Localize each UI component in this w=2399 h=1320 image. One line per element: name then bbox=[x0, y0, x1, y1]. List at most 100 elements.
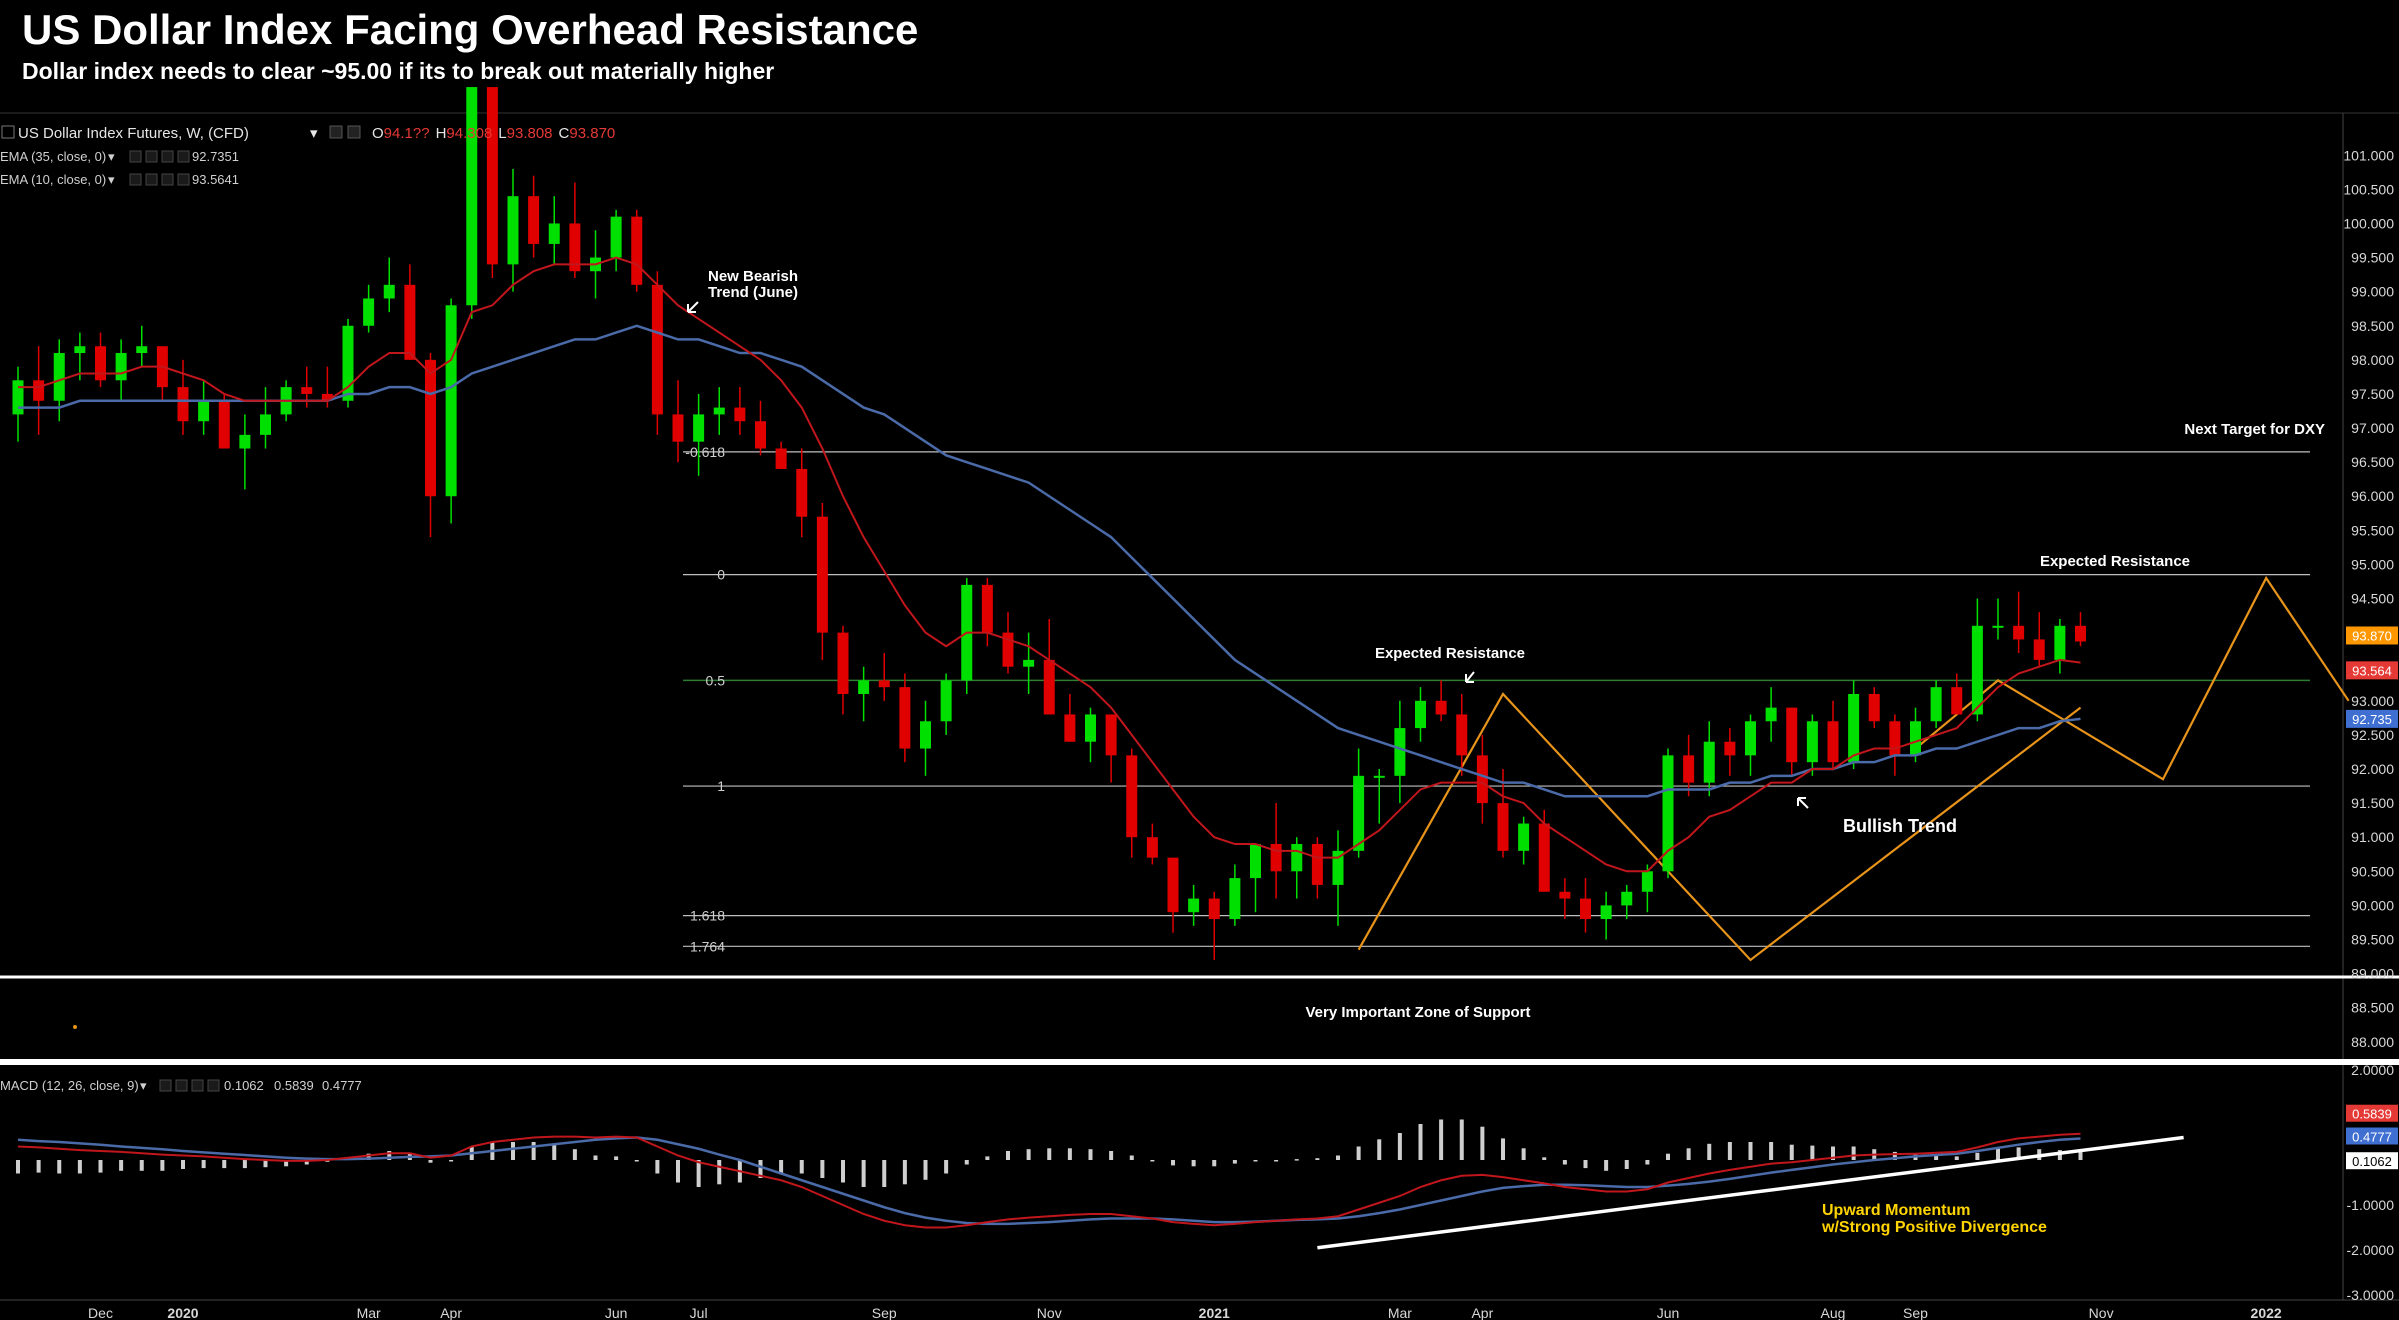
candle-body bbox=[1415, 700, 1426, 729]
candle-body bbox=[1868, 693, 1880, 722]
more-icon[interactable] bbox=[207, 1079, 220, 1092]
close-icon[interactable] bbox=[191, 1079, 204, 1092]
y-tick-label: 90.000 bbox=[2351, 897, 2394, 913]
candle-body bbox=[610, 216, 622, 258]
dropdown-caret-icon[interactable]: ▾ bbox=[108, 172, 115, 187]
open-value: 94.1?? bbox=[384, 125, 430, 142]
macd-histogram-bar bbox=[1109, 1151, 1114, 1160]
macd-tag-text: 0.5839 bbox=[2352, 1107, 2392, 1122]
close-icon[interactable] bbox=[161, 173, 174, 186]
ema10-price-tag bbox=[2346, 661, 2398, 680]
eye-icon[interactable] bbox=[159, 1079, 172, 1092]
dropdown-caret-icon[interactable]: ▾ bbox=[108, 149, 115, 164]
x-tick-label: Nov bbox=[1037, 1305, 1062, 1320]
more-icon[interactable] bbox=[177, 173, 190, 186]
macd-histogram-bar bbox=[2057, 1150, 2062, 1160]
y-tick-label: 95.000 bbox=[2351, 556, 2394, 572]
candle-body bbox=[1889, 721, 1901, 756]
eye-icon[interactable] bbox=[329, 125, 343, 139]
zigzag-path bbox=[1357, 692, 2082, 962]
candle-body bbox=[1848, 693, 1860, 763]
eye-icon[interactable] bbox=[129, 173, 142, 186]
settings-icon[interactable] bbox=[145, 173, 158, 186]
macd-histogram-bar bbox=[841, 1160, 845, 1183]
y-tick-label: 90.500 bbox=[2351, 863, 2394, 879]
macd-histogram-bar bbox=[1418, 1124, 1423, 1160]
macd-histogram-bar bbox=[1769, 1142, 1774, 1160]
candle-body bbox=[12, 380, 24, 415]
close-price-tag-text: 93.870 bbox=[2352, 628, 2392, 643]
macd-histogram-bar bbox=[1975, 1152, 1980, 1160]
candle-body bbox=[1456, 714, 1468, 756]
candle-body bbox=[404, 284, 416, 360]
macd-histogram-bar bbox=[799, 1160, 804, 1174]
price-tags: 93.870 93.564 92.735 0.5839 0.4777 0.106… bbox=[2346, 626, 2398, 1170]
y-tick-label: 100.000 bbox=[2343, 215, 2394, 231]
macd-histogram-bar bbox=[1789, 1144, 1794, 1160]
candle-body bbox=[301, 387, 313, 394]
candle-body bbox=[239, 434, 251, 449]
candle-body bbox=[858, 680, 870, 694]
macd-histogram-bar bbox=[572, 1149, 577, 1160]
close-icon[interactable] bbox=[161, 150, 174, 163]
macd-histogram-bar bbox=[964, 1160, 969, 1165]
ema10-legend[interactable]: EMA (10, close, 0) bbox=[0, 172, 106, 187]
open-label: O bbox=[372, 125, 384, 142]
ema35-legend[interactable]: EMA (35, close, 0) bbox=[0, 149, 106, 164]
candle-body bbox=[218, 400, 230, 449]
dropdown-caret-icon[interactable]: ▾ bbox=[140, 1078, 147, 1093]
candle-body bbox=[1992, 625, 2004, 628]
y-tick-label: 96.000 bbox=[2351, 488, 2394, 504]
x-tick-label: Apr bbox=[1471, 1305, 1493, 1320]
macd-histogram-bar bbox=[201, 1160, 206, 1169]
settings-icon[interactable] bbox=[347, 125, 361, 139]
eye-icon[interactable] bbox=[129, 150, 142, 163]
y-tick-label: 96.500 bbox=[2351, 454, 2394, 470]
signal-line bbox=[17, 1136, 2081, 1226]
y-tick-label: 97.500 bbox=[2351, 386, 2394, 402]
candle-body bbox=[734, 407, 746, 422]
x-tick-label: Apr bbox=[440, 1305, 462, 1320]
candle-body bbox=[755, 421, 766, 449]
candle-body bbox=[2013, 625, 2025, 640]
ema10-line bbox=[18, 256, 2081, 873]
macd-legend[interactable]: MACD (12, 26, close, 9) bbox=[0, 1078, 139, 1093]
x-tick-label: 2020 bbox=[167, 1305, 198, 1320]
macd-signal-value: 0.4777 bbox=[322, 1078, 362, 1093]
annotations: New Bearish Trend (June) Next Target for… bbox=[73, 268, 2325, 1236]
macd-histogram-bar bbox=[634, 1160, 639, 1162]
candle-body bbox=[1910, 721, 1921, 756]
macd-histogram-bar bbox=[1067, 1148, 1072, 1160]
macd-histogram-bar bbox=[1006, 1151, 1010, 1160]
macd-histogram-bar bbox=[882, 1160, 887, 1187]
candle-body bbox=[1085, 714, 1096, 742]
x-tick-label: Jul bbox=[690, 1305, 708, 1320]
y-tick-label: 99.500 bbox=[2351, 250, 2394, 266]
macd-histogram-bar bbox=[2016, 1147, 2021, 1160]
symbol-label[interactable]: US Dollar Index Futures, W, (CFD) bbox=[18, 125, 249, 142]
candle-body bbox=[466, 87, 478, 306]
settings-icon[interactable] bbox=[145, 150, 158, 163]
candle-body bbox=[507, 196, 519, 265]
candle-body bbox=[1476, 755, 1488, 804]
macd-line-value: 0.5839 bbox=[274, 1078, 314, 1093]
macd-histogram-bar bbox=[449, 1160, 454, 1162]
candle-body bbox=[1043, 659, 1055, 715]
candle-body bbox=[115, 353, 127, 381]
macd-histogram-bar bbox=[16, 1160, 20, 1174]
settings-icon[interactable] bbox=[175, 1079, 188, 1092]
ema35-value: 92.7351 bbox=[192, 149, 239, 164]
macd-histogram-bar bbox=[1666, 1153, 1670, 1160]
dropdown-caret-icon[interactable]: ▾ bbox=[310, 125, 318, 142]
collapse-icon[interactable] bbox=[1, 125, 15, 139]
candle-body bbox=[2075, 625, 2086, 642]
macd-histogram-bar bbox=[1356, 1146, 1361, 1160]
x-tick-label: 2022 bbox=[2251, 1305, 2282, 1320]
macd-histogram-bar bbox=[655, 1160, 660, 1174]
candle-body bbox=[1435, 700, 1447, 715]
candle-body bbox=[260, 414, 271, 435]
macd-histogram-bar bbox=[139, 1160, 144, 1171]
more-icon[interactable] bbox=[177, 150, 190, 163]
